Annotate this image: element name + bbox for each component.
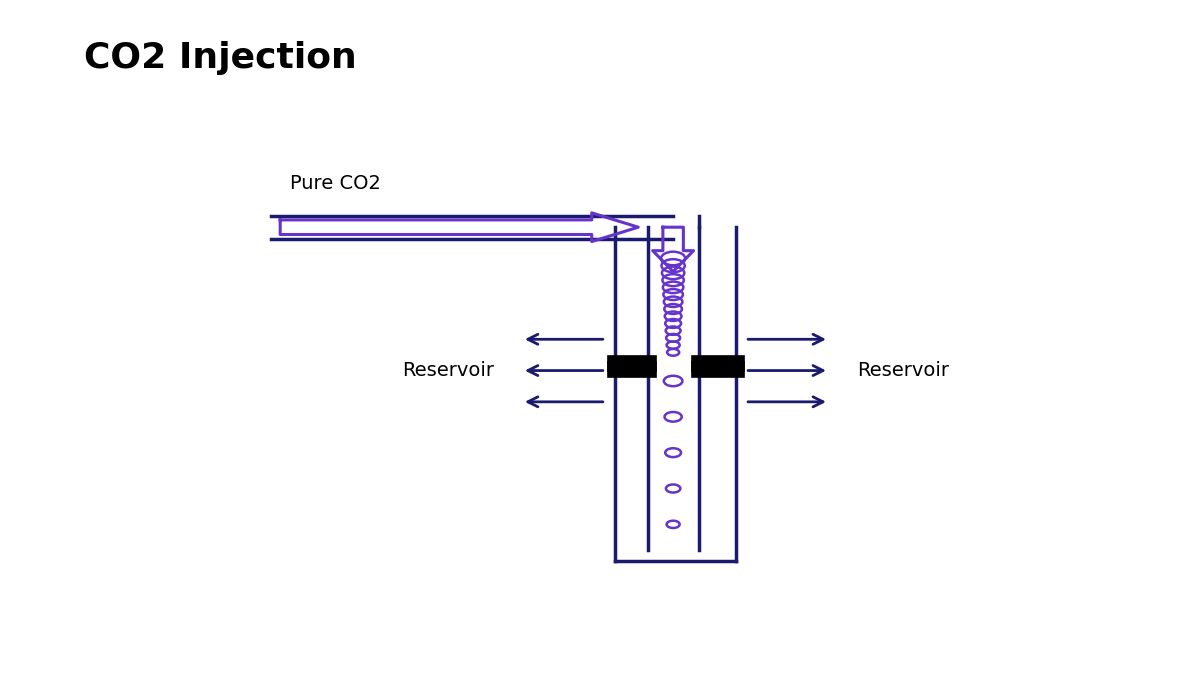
- Text: Pure CO2: Pure CO2: [289, 174, 380, 194]
- Text: Reservoir: Reservoir: [857, 361, 949, 380]
- Text: CO2 Injection: CO2 Injection: [84, 41, 356, 74]
- Text: Reservoir: Reservoir: [402, 361, 494, 380]
